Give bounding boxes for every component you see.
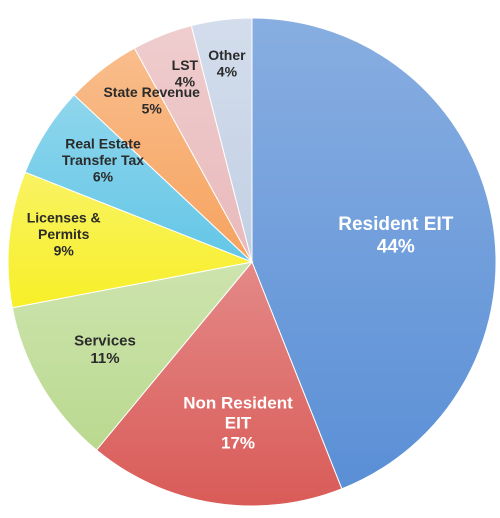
slice-label: Other 4% — [208, 47, 246, 80]
pie-slices — [7, 17, 497, 507]
slice-name: Licenses & — [27, 210, 101, 226]
slice-name: Real Estate — [65, 135, 141, 151]
slice-name: Permits — [38, 226, 90, 242]
slice-name: Other — [208, 47, 246, 63]
slice-name: State Revenue — [103, 84, 200, 100]
pie-labels: Resident EIT 44% Non Resident EIT 17% Service… — [27, 47, 454, 452]
slice-name: Services — [74, 332, 136, 349]
slice-name: Resident EIT — [338, 214, 453, 235]
slice-name: Transfer Tax — [62, 152, 144, 168]
slice-label: State Revenue 5% — [103, 84, 200, 117]
slice-name: EIT — [225, 413, 252, 432]
slice-percent: 9% — [54, 243, 75, 259]
slice-name: Non Resident — [183, 393, 293, 412]
slice-name: LST — [172, 57, 199, 73]
slice-percent: 4% — [175, 74, 196, 90]
slice-percent: 5% — [142, 100, 163, 116]
slice-percent: 4% — [217, 64, 238, 80]
slice-percent: 44% — [377, 236, 415, 257]
slice-percent: 11% — [90, 350, 119, 367]
slice-label: Non Resident EIT 17% — [183, 393, 293, 452]
pie-slice-other — [190, 17, 253, 263]
pie-slice-resident-eit — [251, 17, 497, 490]
slice-percent: 6% — [93, 168, 114, 184]
slice-label: Resident EIT 44% — [338, 214, 453, 257]
slice-label: Real Estate Transfer Tax 6% — [62, 135, 144, 184]
slice-label: Services 11% — [74, 332, 136, 367]
pie-slice-licenses-permits — [7, 171, 254, 309]
slice-percent: 17% — [221, 433, 255, 452]
pie-slice-non-resident-eit — [95, 261, 343, 507]
slice-label: LST 4% — [172, 57, 199, 90]
slice-label: Licenses & Permits 9% — [27, 210, 101, 259]
pie-slice-services — [11, 261, 254, 451]
